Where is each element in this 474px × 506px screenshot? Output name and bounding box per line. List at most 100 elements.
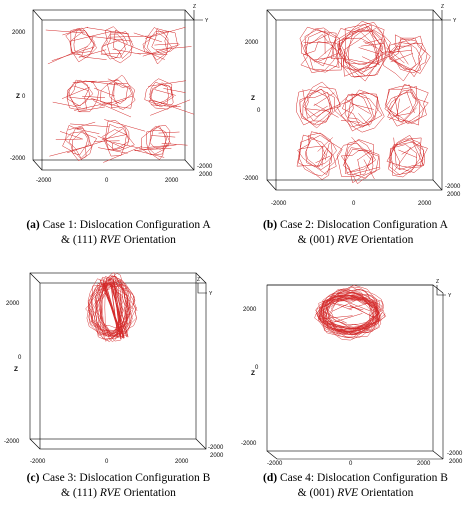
- dislocation-line: [344, 147, 381, 179]
- z-tick-label: 0: [18, 355, 22, 361]
- dislocation-line: [163, 88, 186, 93]
- figure-caption: (a) Case 1: Dislocation Configuration A …: [0, 218, 237, 248]
- dislocation-line: [149, 81, 169, 108]
- axis-triad-icon: Z Y: [436, 279, 452, 299]
- dislocation-line: [154, 42, 179, 46]
- dislocation-line: [47, 45, 89, 65]
- x-tick-label: -2000: [271, 201, 287, 207]
- dislocation-line: [309, 33, 331, 45]
- dislocation-line: [332, 297, 361, 312]
- dislocation-line: [91, 36, 133, 42]
- dislocation-line: [45, 29, 85, 34]
- z-tick-label: 0: [22, 94, 26, 100]
- dislocation-line: [317, 298, 379, 330]
- dislocation-line: [393, 42, 409, 65]
- svg-text:Z: Z: [436, 279, 439, 285]
- dislocation-line: [340, 21, 385, 65]
- dislocation-line: [340, 30, 386, 65]
- z-tick-label: -2000: [4, 439, 20, 445]
- dislocation-line: [313, 103, 339, 118]
- dislocation-line: [353, 166, 380, 175]
- dislocation-line: [319, 294, 382, 332]
- dislocation-line: [98, 147, 128, 154]
- caption-line-2-prefix: & (001): [297, 234, 338, 246]
- dislocation-line: [406, 91, 415, 114]
- dislocation-line: [318, 52, 340, 62]
- dislocation-line: [107, 74, 134, 104]
- caption-line-2-suffix: Orientation: [358, 234, 414, 246]
- dislocation-line: [396, 98, 400, 117]
- dislocation-line: [319, 295, 376, 329]
- dislocation-line: [146, 130, 168, 160]
- dislocation-line: [306, 108, 330, 112]
- dislocation-line: [388, 37, 428, 78]
- dislocation-line: [70, 123, 110, 128]
- dislocation-line: [342, 22, 393, 72]
- dislocation-line: [357, 159, 361, 175]
- dislocation-line: [328, 293, 379, 328]
- corner-tick-label: -2000: [447, 451, 463, 457]
- svg-text:Y: Y: [448, 293, 452, 299]
- panel-case-3: Z 2000 0 -2000 -2000 0 2000 -2000 2000 Z…: [0, 253, 237, 506]
- dislocation-line: [365, 39, 382, 44]
- dislocation-line: [345, 98, 370, 114]
- dislocation-line: [344, 140, 376, 173]
- dislocation-line: [387, 89, 421, 126]
- dislocation-line: [145, 51, 165, 60]
- dislocation-line: [79, 56, 107, 60]
- dislocation-line: [68, 121, 96, 131]
- dislocation-line: [358, 113, 370, 127]
- dislocation-line: [82, 95, 106, 98]
- corner-tick-label: -2000: [197, 164, 213, 170]
- dislocation-line: [55, 138, 84, 140]
- dislocation-line: [102, 129, 127, 157]
- z-tick-label: -2000: [241, 441, 257, 447]
- dislocation-line: [70, 28, 94, 56]
- panel-label: (b): [263, 219, 278, 231]
- dislocation-line: [316, 147, 328, 168]
- caption-italic: RVE: [99, 487, 121, 499]
- corner-tick-label: 2000: [210, 453, 224, 459]
- dislocation-line: [344, 139, 374, 174]
- dislocation-line: [149, 84, 174, 107]
- dislocation-line: [94, 140, 120, 142]
- caption-line-2-prefix: & (111): [61, 487, 100, 499]
- dislocation-plot-case-4: Z 2000 0 -2000 -2000 0 2000 -2000 2000 Z…: [241, 279, 463, 467]
- z-axis-label: Z: [16, 93, 20, 100]
- dislocation-line: [315, 155, 331, 164]
- z-tick-label: -2000: [10, 156, 26, 162]
- caption-line-2-prefix: & (001): [297, 487, 338, 499]
- dislocation-line: [319, 291, 387, 330]
- dislocation-line: [336, 297, 371, 312]
- dislocation-line: [103, 123, 130, 151]
- dislocation-line: [361, 56, 381, 66]
- panel-case-2: Z 2000 0 -2000 -2000 0 2000 -2000 2000 Z…: [237, 0, 474, 253]
- x-tick-label: 2000: [165, 178, 179, 184]
- dislocation-lines: [85, 272, 138, 343]
- dislocation-line: [100, 78, 128, 106]
- dislocation-line: [382, 45, 417, 82]
- dislocation-line: [340, 104, 354, 117]
- dislocation-line: [73, 29, 95, 54]
- dislocation-line: [313, 45, 334, 63]
- dislocation-line: [388, 42, 417, 53]
- panel-label: (a): [26, 219, 40, 231]
- dislocation-line: [347, 89, 378, 124]
- dislocation-line: [320, 315, 353, 320]
- dislocation-line: [65, 125, 90, 156]
- dislocation-line: [330, 23, 379, 65]
- svg-text:Z: Z: [441, 4, 444, 10]
- x-tick-label: 0: [352, 201, 356, 207]
- dislocation-line: [66, 140, 106, 154]
- dislocation-line: [337, 303, 364, 311]
- dislocation-line: [300, 27, 340, 71]
- svg-text:Y: Y: [209, 291, 213, 297]
- dislocation-line: [96, 283, 124, 338]
- x-tick-label: 2000: [175, 459, 189, 465]
- figure-caption: (b) Case 2: Dislocation Configuration A …: [237, 218, 474, 248]
- caption-line-2-prefix: & (111): [61, 234, 100, 246]
- corner-tick-label: 2000: [447, 192, 461, 198]
- dislocation-line: [317, 137, 333, 152]
- dislocation-line: [69, 29, 97, 63]
- x-tick-label: -2000: [36, 178, 52, 184]
